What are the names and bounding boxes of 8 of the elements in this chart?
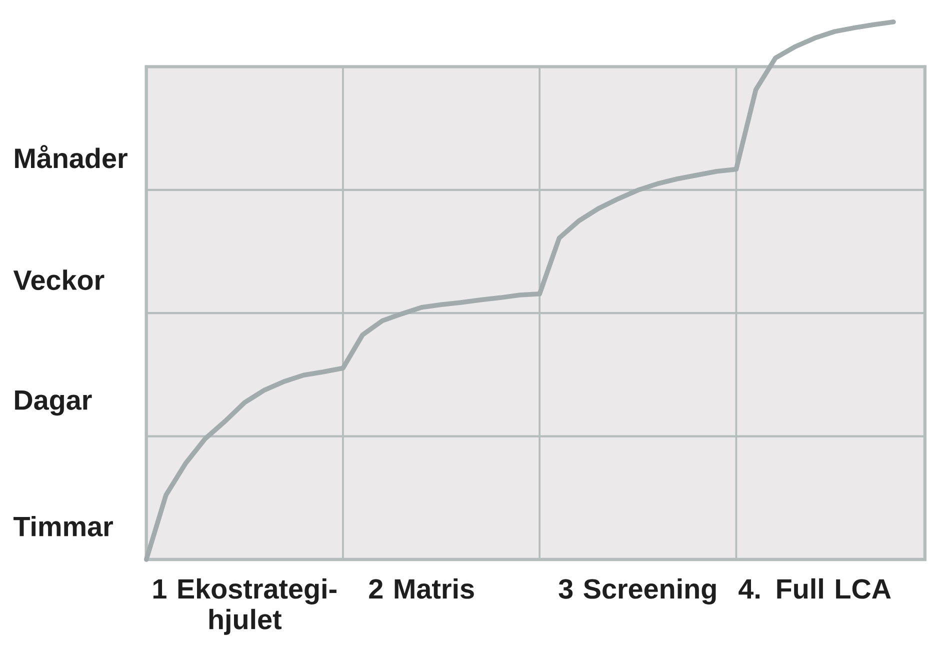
x-tick-label: 1 Ekostrategi-hjulet (153, 578, 336, 635)
text: Månader (15, 144, 128, 168)
text: Dagar (15, 390, 92, 416)
text: Timmar (14, 516, 113, 536)
text: Veckor (13, 270, 104, 290)
x-tick-label: 4. Full LCA (738, 578, 891, 599)
x-tick-label: 3 Screening (558, 578, 716, 604)
x-tick-label: 2 Matris (369, 578, 474, 599)
